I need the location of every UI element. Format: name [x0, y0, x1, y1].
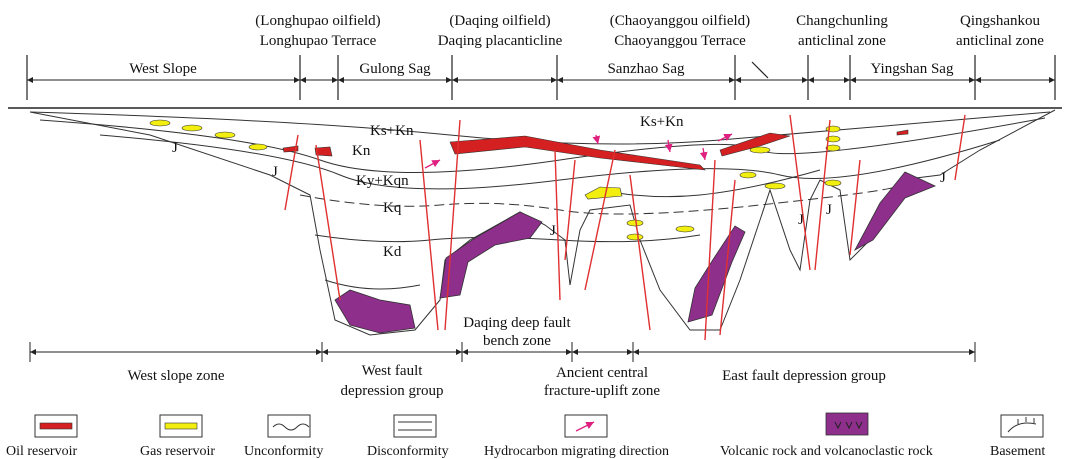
- legend-label: Volcanic rock and volcanoclastic rock: [720, 444, 933, 459]
- unit: Sanzhao Sag: [607, 61, 685, 77]
- top-labels: (Longhupao oilfield) Longhupao Terrace (…: [255, 13, 1044, 49]
- stratum: Ks+Kn: [370, 123, 414, 139]
- zone: West fault: [362, 363, 424, 379]
- stratum: J: [798, 212, 804, 228]
- label: anticlinal zone: [798, 33, 886, 49]
- zone: depression group: [341, 383, 444, 399]
- legend-label: Unconformity: [244, 444, 323, 459]
- stratum: Kn: [352, 143, 371, 159]
- stratum: J: [272, 164, 278, 180]
- cross-section: (Longhupao oilfield) Longhupao Terrace (…: [0, 0, 1069, 459]
- zone: East fault depression group: [722, 368, 886, 384]
- stratum: J: [826, 202, 832, 218]
- stratum: Kq: [383, 200, 402, 216]
- unit: Gulong Sag: [359, 61, 431, 77]
- legend-label: Gas reservoir: [140, 444, 215, 459]
- stratum: Ky+Kqn: [356, 173, 409, 189]
- zone: bench zone: [483, 333, 551, 349]
- unit: West Slope: [129, 61, 197, 77]
- label: (Chaoyanggou oilfield): [610, 13, 750, 29]
- zone: fracture-uplift zone: [544, 383, 661, 399]
- legend-label: Hydrocarbon migrating direction: [484, 444, 669, 459]
- stratum: Ks+Kn: [640, 114, 684, 130]
- legend-label: Basement: [990, 444, 1045, 459]
- unit: Yingshan Sag: [871, 61, 954, 77]
- stratum: J: [172, 140, 178, 156]
- section: Ks+Kn Ks+Kn Kn Ky+Kqn Kq Kd J J J J J J: [8, 108, 1062, 340]
- stratum: J: [550, 223, 556, 239]
- stratum: J: [940, 170, 946, 186]
- label: (Daqing oilfield): [449, 13, 550, 29]
- label: anticlinal zone: [956, 33, 1044, 49]
- legend: Oil reservoir Gas reservoir Unconformity…: [6, 413, 1045, 459]
- label: Longhupao Terrace: [260, 33, 377, 49]
- zone: Daqing deep fault: [463, 315, 571, 331]
- label: Changchunling: [796, 13, 888, 29]
- stratum: Kd: [383, 244, 402, 260]
- label: Qingshankou: [960, 13, 1040, 29]
- legend-label: Disconformity: [367, 444, 449, 459]
- legend-label: Oil reservoir: [6, 444, 77, 459]
- zone: Ancient central: [556, 365, 648, 381]
- label: Chaoyanggou Terrace: [614, 33, 746, 49]
- label: (Longhupao oilfield): [255, 13, 380, 29]
- label: Daqing placanticline: [438, 33, 563, 49]
- zone: West slope zone: [127, 368, 224, 384]
